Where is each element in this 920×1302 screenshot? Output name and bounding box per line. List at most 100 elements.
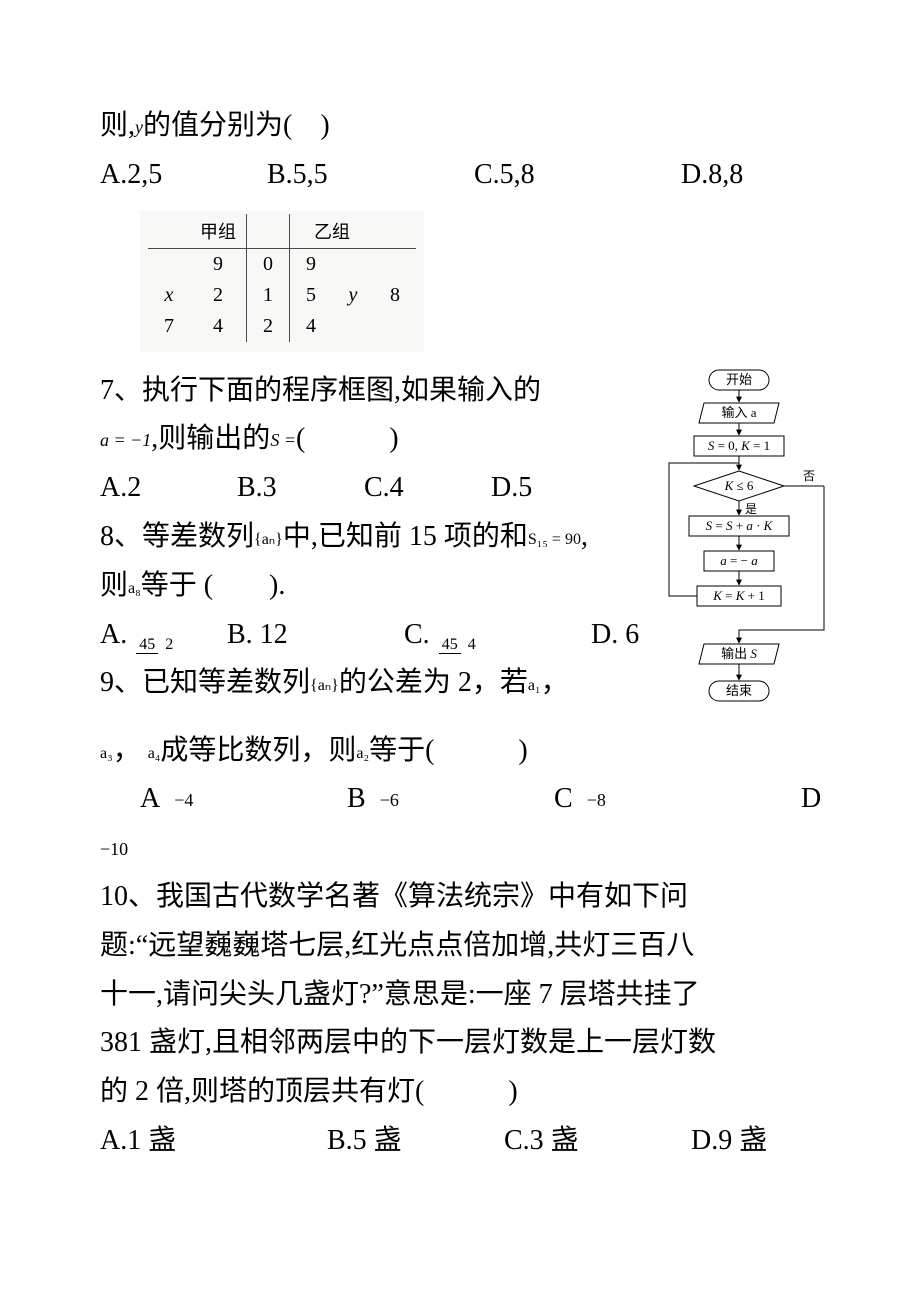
a8: a₈ — [128, 580, 141, 597]
text: 8、等差数列 — [100, 521, 254, 552]
cell: 4 — [290, 311, 333, 342]
fc-end-label: 结束 — [726, 683, 752, 698]
q7-option-a: A.2 — [100, 466, 230, 511]
fc-input-label: 输入 a — [722, 405, 757, 420]
seq: {aₙ} — [310, 677, 339, 694]
denominator: 4 — [465, 637, 479, 653]
stem-cell: 2 — [247, 311, 290, 342]
text: 则 — [100, 570, 128, 601]
q9-option-d-value-line: −10 — [100, 826, 840, 871]
label: A — [140, 777, 160, 822]
q10-line1: 10、我国古代数学名著《算法统宗》中有如下问 — [100, 875, 840, 920]
text: , — [581, 521, 588, 552]
q9-option-c: C −8 — [554, 777, 794, 822]
stemleaf-right-header: 乙组 — [290, 214, 375, 249]
fraction: 45 4 — [439, 637, 479, 654]
var-y: y — [135, 117, 143, 137]
seq: {aₙ} — [254, 531, 283, 548]
text: 中,已知前 15 项的和 — [283, 521, 528, 552]
cell — [332, 248, 374, 280]
numerator: 45 — [136, 637, 158, 654]
text: 7、执行下面的程序框图,如果输入的 — [100, 375, 541, 406]
expr: a = −1 — [100, 430, 151, 450]
q10-line5: 的 2 倍,则塔的顶层共有灯( ) — [100, 1070, 840, 1115]
label: D — [801, 777, 821, 822]
cell: 8 — [374, 280, 416, 311]
expr: S₁₅ = 90 — [528, 531, 581, 548]
cell — [332, 311, 374, 342]
text: 的公差为 2，若 — [339, 667, 528, 698]
q7-flowchart: 开始 输入 a S = 0, K = 1 S = 0, K = 1 K ≤ 6 … — [649, 365, 859, 725]
text: 9、已知等差数列 — [100, 667, 310, 698]
q6-option-c: C.5,8 — [474, 153, 674, 198]
q7-option-c: C.4 — [364, 466, 484, 511]
text: ， — [541, 667, 569, 698]
q10-option-d: D.9 盏 — [691, 1119, 767, 1164]
cell — [374, 311, 416, 342]
text: ( ) — [296, 423, 399, 454]
text: 等于 ( ). — [141, 570, 286, 601]
q6-option-b: B.5,5 — [267, 153, 467, 198]
cell: 5 — [290, 280, 333, 311]
cell: 9 — [290, 248, 333, 280]
cell: 2 — [190, 280, 247, 311]
q10-options: A.1 盏 B.5 盏 C.3 盏 D.9 盏 — [100, 1119, 840, 1164]
cell: 4 — [190, 311, 247, 342]
denominator: 2 — [162, 637, 176, 653]
q10-option-c: C.3 盏 — [504, 1119, 684, 1164]
stem-cell: 1 — [247, 280, 290, 311]
value: −8 — [587, 786, 606, 815]
cell: 7 — [148, 311, 190, 342]
value: −6 — [380, 786, 399, 815]
q8-option-b: B. 12 — [227, 613, 397, 658]
q10-line2: 题:“远望巍巍塔七层,红光点点倍加增,共灯三百八 — [100, 924, 840, 969]
numerator: 45 — [439, 637, 461, 654]
q6-option-a: A.2,5 — [100, 153, 260, 198]
q9-stem-line1: 9、已知等差数列{aₙ}的公差为 2，若a₁， — [100, 661, 639, 706]
fraction: 45 2 — [136, 637, 176, 654]
label: C — [554, 777, 573, 822]
q7-option-b: B.3 — [237, 466, 357, 511]
q9-option-b: B −6 — [347, 777, 547, 822]
cell — [374, 248, 416, 280]
text: 等于( ) — [369, 735, 528, 766]
label: C. — [404, 613, 430, 658]
q9-option-d-value: −10 — [100, 839, 128, 859]
value: −4 — [174, 786, 193, 815]
q7-stem-line1: 7、执行下面的程序框图,如果输入的 — [100, 369, 639, 414]
q6-stemleaf: 甲组 乙组 9 0 9 x 2 1 5 y 8 — [140, 210, 424, 352]
q8-options: A. 45 2 B. 12 C. 45 4 D. 6 — [100, 613, 639, 658]
q6-option-d: D.8,8 — [681, 153, 743, 198]
label: B — [347, 777, 366, 822]
q9-options: A −4 B −6 C −8 D — [100, 777, 840, 822]
table-row: 9 0 9 — [148, 248, 416, 280]
q10-line3: 十一,请问尖头几盏灯?”意思是:一座 7 层塔共挂了 — [100, 973, 840, 1018]
q8-option-c: C. 45 4 — [404, 613, 584, 658]
q9-stem-line2: a₃， a₄成等比数列，则a₂等于( ) — [100, 729, 840, 774]
cell: 9 — [190, 248, 247, 280]
q7-option-d: D.5 — [491, 466, 532, 511]
q7-options: A.2 B.3 C.4 D.5 — [100, 466, 639, 511]
q9-option-d: D — [801, 777, 821, 822]
q10-line4: 381 盏灯,且相邻两层中的下一层灯数是上一层灯数 — [100, 1021, 840, 1066]
expr: S = — [270, 430, 296, 450]
q8-stem-line2: 则a₈等于 ( ). — [100, 564, 639, 609]
a3: a₃ — [100, 745, 113, 762]
fc-start-label: 开始 — [726, 372, 752, 387]
q6-options: A.2,5 B.5,5 C.5,8 D.8,8 — [100, 153, 840, 198]
text: ,则输出的 — [151, 423, 270, 454]
table-row: x 2 1 5 y 8 — [148, 280, 416, 311]
cell: y — [332, 280, 374, 311]
stem-cell: 0 — [247, 248, 290, 280]
q8-option-d: D. 6 — [591, 613, 639, 658]
text: ， — [113, 735, 141, 766]
q7-stem-line2: a = −1,则输出的S =( ) — [100, 417, 639, 462]
label: A. — [100, 613, 127, 658]
text: 的值分别为( ) — [143, 110, 330, 141]
q9-option-a: A −4 — [140, 777, 340, 822]
a1: a₁ — [528, 677, 541, 694]
q10-option-a: A.1 盏 — [100, 1119, 320, 1164]
q8-option-a: A. 45 2 — [100, 613, 220, 658]
q10-option-b: B.5 盏 — [327, 1119, 497, 1164]
table-row: 7 4 2 4 — [148, 311, 416, 342]
